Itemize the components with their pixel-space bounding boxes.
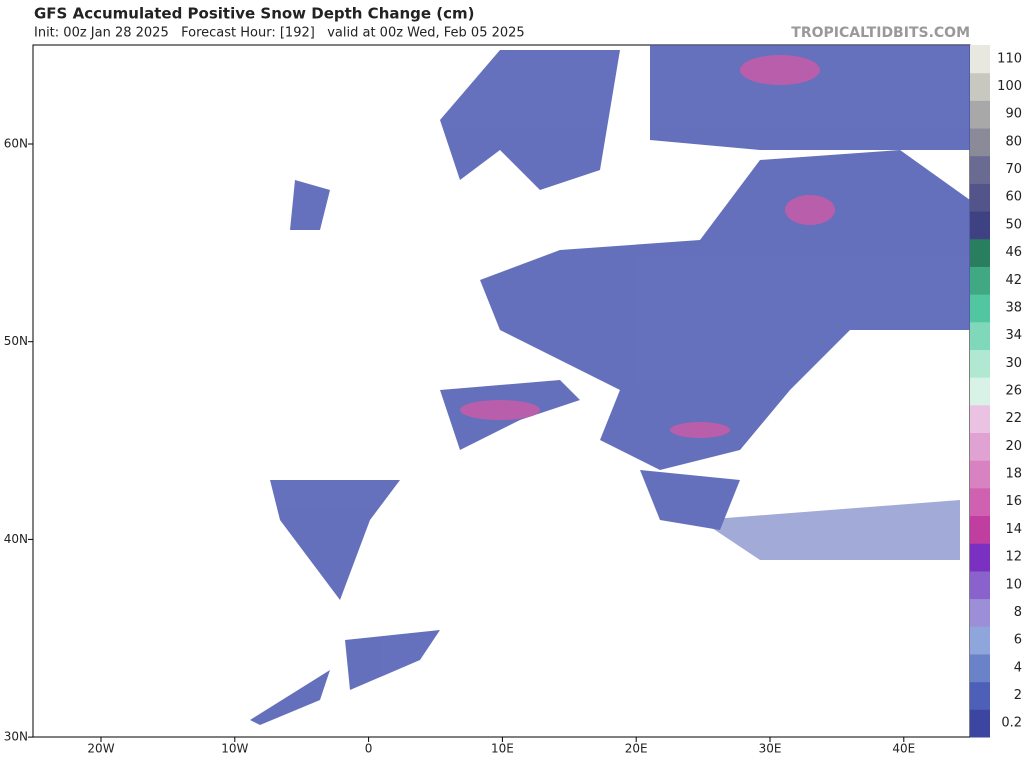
colorbar-swatch: [970, 294, 990, 323]
colorbar-label: 0.2: [1001, 716, 1022, 731]
colorbar-label: 110: [997, 51, 1022, 66]
colorbar-swatch: [970, 321, 990, 350]
colorbar-swatch: [970, 626, 990, 655]
lon-label: 20W: [87, 742, 114, 756]
snow-areas: [250, 45, 970, 725]
colorbar-swatch: [970, 487, 990, 517]
colorbar-label: 80: [1005, 134, 1022, 149]
lat-label: 50N: [4, 334, 28, 348]
colorbar-label: 16: [1005, 494, 1022, 509]
colorbar-swatch: [970, 238, 990, 267]
lat-label: 30N: [4, 730, 28, 744]
colorbar-swatch: [970, 155, 990, 184]
colorbar-swatch: [970, 709, 990, 738]
colorbar-swatch: [970, 460, 990, 489]
colorbar-label: 20: [1005, 439, 1022, 454]
colorbar-swatch: [970, 570, 990, 600]
colorbar-label: 90: [1005, 107, 1022, 122]
colorbar-label: 60: [1005, 190, 1022, 205]
colorbar-swatch: [970, 377, 990, 406]
lon-label: 30E: [759, 742, 782, 756]
colorbar-label: 42: [1005, 273, 1022, 288]
colorbar-swatch: [970, 349, 990, 378]
colorbar-swatch: [970, 681, 990, 710]
subtitle: Init: 00z Jan 28 2025 Forecast Hour: [19…: [34, 26, 525, 41]
colorbar-label: 38: [1005, 300, 1022, 315]
colorbar-swatch: [970, 266, 990, 295]
colorbar-swatch: [970, 515, 990, 544]
colorbar-label: 30: [1005, 356, 1022, 371]
colorbar-swatch: [970, 72, 990, 101]
colorbar-swatch: [970, 404, 990, 434]
colorbar-swatch: [970, 432, 990, 461]
heavy-snow: [460, 55, 835, 438]
lat-labels: 60N 50N 40N 30N: [4, 137, 33, 744]
colorbar-swatch: [970, 653, 990, 683]
colorbar-label: 4: [1014, 660, 1022, 675]
lon-labels: 20W 10W 0 10E 20E 30E 40E: [87, 737, 915, 756]
colorbar-label: 18: [1005, 467, 1022, 482]
colorbar-label: 12: [1005, 550, 1022, 565]
colorbar-label: 6: [1014, 633, 1022, 648]
colorbar-label: 70: [1005, 162, 1022, 177]
colorbar-label: 14: [1005, 522, 1022, 537]
title: GFS Accumulated Positive Snow Depth Chan…: [34, 5, 475, 23]
colorbar-label: 8: [1014, 605, 1022, 620]
lon-label: 20E: [625, 742, 648, 756]
colorbar-label: 26: [1005, 384, 1022, 399]
colorbar-label: 2: [1014, 688, 1022, 703]
colorbar-swatch: [970, 211, 990, 240]
lon-label: 0: [365, 742, 373, 756]
colorbar-label: 50: [1005, 217, 1022, 232]
colorbar-swatch: [970, 128, 990, 157]
colorbar-swatch: [970, 598, 990, 627]
colorbar-label: 100: [997, 79, 1022, 94]
lat-label: 40N: [4, 532, 28, 546]
lon-label: 10W: [221, 742, 248, 756]
colorbar-swatch: [970, 100, 990, 129]
colorbar-swatch: [970, 543, 990, 572]
colorbar-swatch: [970, 183, 990, 212]
lon-label: 40E: [892, 742, 915, 756]
map: [32, 44, 971, 738]
brand: TROPICALTIDBITS.COM: [791, 25, 970, 41]
lat-label: 60N: [4, 137, 28, 151]
lon-label: 10E: [491, 742, 514, 756]
colorbar-label: 22: [1005, 411, 1022, 426]
colorbar-label: 10: [1005, 577, 1022, 592]
colorbar-swatch: [970, 45, 990, 74]
colorbar-label: 34: [1005, 328, 1022, 343]
colorbar: 0.22468101214161820222630343842465060708…: [970, 45, 1022, 738]
colorbar-label: 46: [1005, 245, 1022, 260]
